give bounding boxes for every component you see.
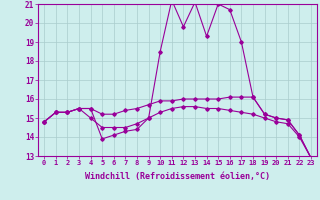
X-axis label: Windchill (Refroidissement éolien,°C): Windchill (Refroidissement éolien,°C) [85, 172, 270, 181]
